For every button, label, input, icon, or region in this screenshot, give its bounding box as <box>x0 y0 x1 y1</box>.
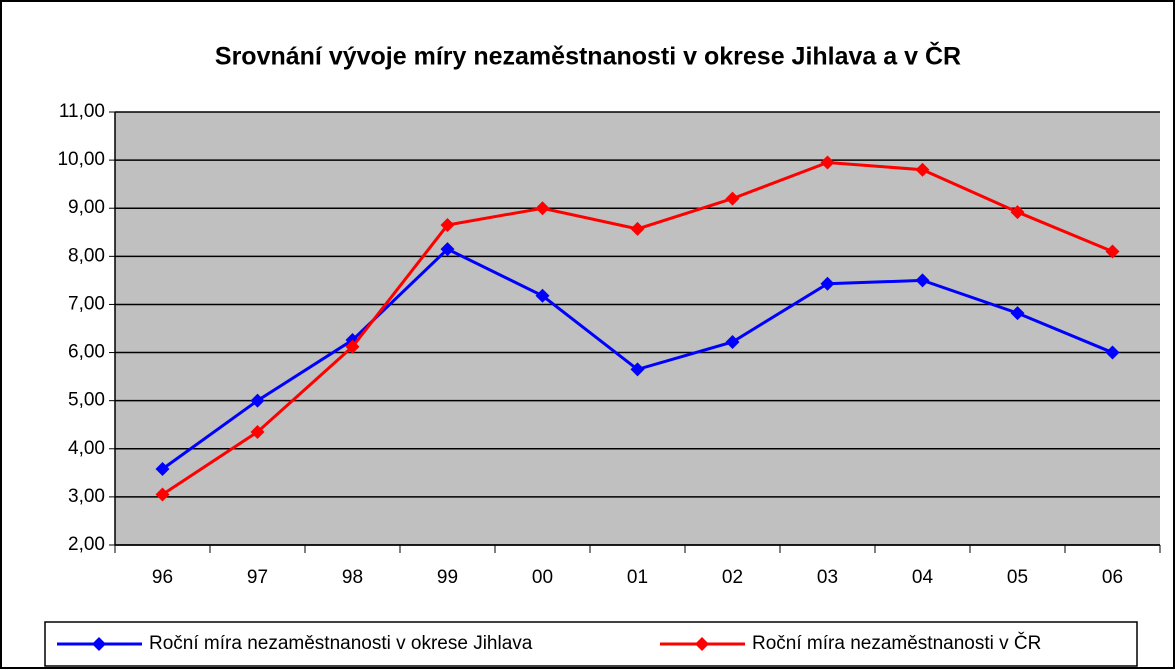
y-tick-label: 8,00 <box>68 245 105 266</box>
marker <box>915 162 930 177</box>
marker <box>725 191 740 206</box>
marker <box>820 276 835 291</box>
y-tick-label: 10,00 <box>57 149 105 170</box>
legend-marker <box>92 637 106 651</box>
y-tick-label: 9,00 <box>68 197 105 218</box>
x-tick-label: 01 <box>627 567 648 588</box>
marker <box>155 461 170 476</box>
x-tick-label: 02 <box>722 567 743 588</box>
legend-label: Roční míra nezaměstnanosti v okrese Jihl… <box>149 633 533 654</box>
legend-marker <box>695 637 709 651</box>
y-tick-label: 7,00 <box>68 293 105 314</box>
legend-label: Roční míra nezaměstnanosti v ČR <box>752 632 1041 654</box>
y-tick-label: 5,00 <box>68 390 105 411</box>
x-tick-label: 97 <box>247 567 268 588</box>
y-tick-label: 6,00 <box>68 342 105 363</box>
x-tick-label: 05 <box>1007 567 1028 588</box>
y-tick-label: 11,00 <box>59 101 105 122</box>
x-tick-label: 96 <box>152 567 173 588</box>
marker <box>820 155 835 170</box>
marker <box>1105 244 1120 259</box>
marker <box>1105 345 1120 360</box>
marker <box>250 393 265 408</box>
x-tick-label: 06 <box>1102 567 1123 588</box>
x-tick-label: 04 <box>912 567 934 588</box>
x-tick-label: 98 <box>342 567 363 588</box>
marker <box>535 288 550 303</box>
y-tick-label: 3,00 <box>68 486 105 507</box>
marker <box>1010 205 1025 220</box>
marker <box>535 201 550 216</box>
x-tick-label: 00 <box>532 567 553 588</box>
plot-area <box>115 112 1160 545</box>
marker <box>1010 306 1025 321</box>
marker <box>155 487 170 502</box>
marker <box>915 273 930 288</box>
x-tick-label: 03 <box>817 567 838 588</box>
marker <box>440 242 455 257</box>
marker <box>345 339 360 354</box>
legend-box <box>44 621 1138 667</box>
marker <box>250 424 265 439</box>
y-tick-label: 2,00 <box>68 534 105 555</box>
marker <box>725 334 740 349</box>
chart-title: Srovnání vývoje míry nezaměstnanosti v o… <box>215 41 961 71</box>
x-tick-label: 99 <box>437 567 458 588</box>
marker <box>630 362 645 377</box>
y-tick-label: 4,00 <box>68 438 105 459</box>
marker <box>630 221 645 236</box>
marker <box>440 218 455 233</box>
